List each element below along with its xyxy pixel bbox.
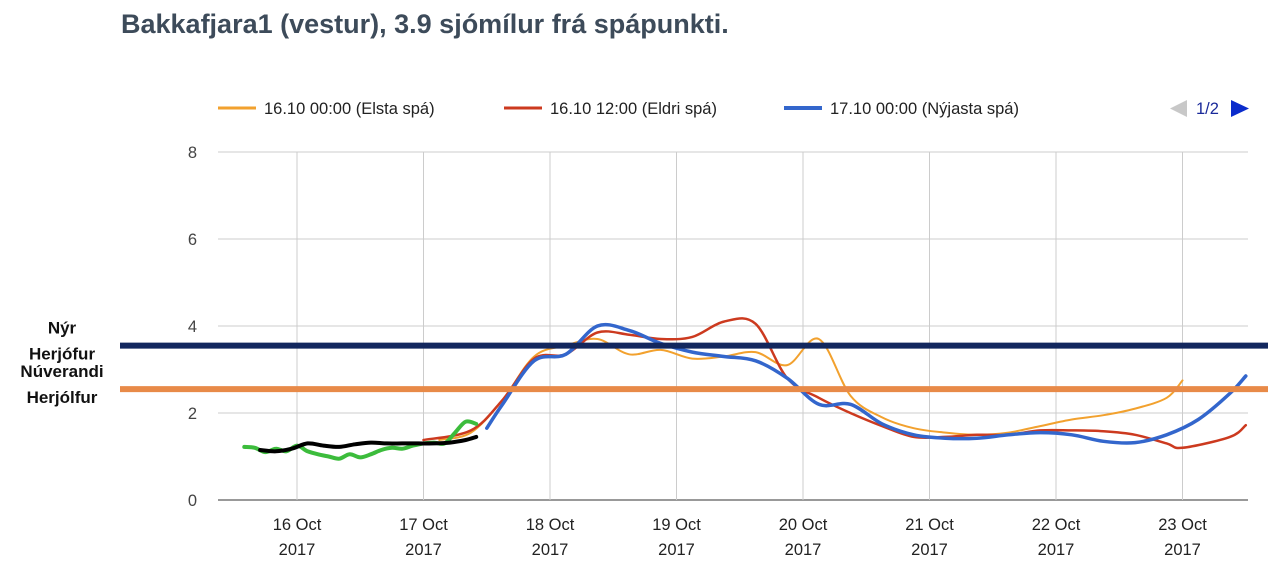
x-tick-label-year: 2017 (785, 541, 822, 559)
series-eldri-spa (422, 317, 1248, 450)
legend-label-eldri: 16.10 12:00 (Eldri spá) (550, 100, 717, 118)
reference-label-line1: Nýr (48, 319, 77, 338)
reference-lines (120, 342, 1268, 393)
y-tick-label: 4 (188, 318, 197, 336)
pager-label: 1/2 (1196, 100, 1219, 118)
x-tick-label-year: 2017 (658, 541, 695, 559)
x-tick-label-year: 2017 (405, 541, 442, 559)
x-tick: 18 Oct 2017 (526, 516, 575, 559)
legend-label-nyjasta: 17.10 00:00 (Nýjasta spá) (830, 100, 1019, 118)
grid (218, 151, 1248, 501)
x-tick-label-year: 2017 (279, 541, 316, 559)
x-tick: 17 Oct 2017 (399, 516, 448, 559)
x-tick: 16 Oct 2017 (273, 516, 322, 559)
reference-label-line1: Núverandi (20, 362, 103, 381)
x-axis-ticks: 16 Oct 2017 17 Oct 2017 18 Oct 2017 19 Oct 2017… (273, 516, 1208, 559)
legend: 16.10 00:00 (Elsta spá) 16.10 12:00 (Eld… (218, 100, 1019, 118)
legend-label-elsta: 16.10 00:00 (Elsta spá) (264, 100, 435, 118)
y-tick-label: 2 (188, 405, 197, 423)
series-observed-black (258, 434, 479, 454)
x-tick: 19 Oct 2017 (652, 516, 701, 559)
reference-label-line2: Herjófur (29, 345, 96, 364)
x-tick: 20 Oct 2017 (779, 516, 828, 559)
x-tick-label-day: 23 Oct (1158, 516, 1207, 534)
x-tick: 21 Oct 2017 (905, 516, 954, 559)
x-tick-label-day: 22 Oct (1032, 516, 1081, 534)
x-tick-label-day: 20 Oct (779, 516, 828, 534)
x-tick-label-year: 2017 (532, 541, 569, 559)
y-axis-ticks: 0 2 4 6 8 (188, 144, 197, 510)
x-tick-label-year: 2017 (1038, 541, 1075, 559)
y-tick-label: 8 (188, 144, 197, 162)
x-tick-label-day: 16 Oct (273, 516, 322, 534)
chart-title: Bakkafjara1 (vestur), 3.9 sjómílur frá s… (121, 9, 729, 39)
y-tick-label: 6 (188, 231, 197, 249)
x-tick-label-year: 2017 (1164, 541, 1201, 559)
series-nyjasta-spa (485, 322, 1248, 445)
x-tick-label-day: 21 Oct (905, 516, 954, 534)
y-tick-label: 0 (188, 492, 197, 510)
pager-next-icon[interactable] (1231, 100, 1249, 117)
reference-label-line2: Herjólfur (27, 388, 98, 407)
x-tick-label-day: 19 Oct (652, 516, 701, 534)
x-tick: 22 Oct 2017 (1032, 516, 1081, 559)
x-tick: 23 Oct 2017 (1158, 516, 1207, 559)
pager-prev-icon[interactable] (1170, 100, 1187, 117)
x-tick-label-day: 17 Oct (399, 516, 448, 534)
x-tick-label-year: 2017 (911, 541, 948, 559)
x-tick-label-day: 18 Oct (526, 516, 575, 534)
legend-pager: 1/2 (1170, 100, 1249, 118)
